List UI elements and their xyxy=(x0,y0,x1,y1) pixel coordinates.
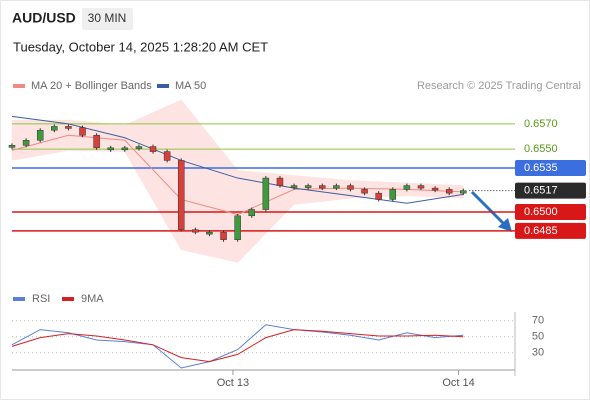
level-label: 0.6550 xyxy=(524,143,558,155)
interval: 30 MIN xyxy=(88,11,127,25)
y-tick-label: 30 xyxy=(532,347,544,359)
level-label: 0.6535 xyxy=(524,162,558,174)
legend-label: MA 20 + Bollinger Bands xyxy=(31,80,152,92)
x-tick-label: Oct 14 xyxy=(442,377,474,389)
candle xyxy=(22,140,30,146)
candle xyxy=(290,185,298,188)
candle xyxy=(107,147,114,151)
candle xyxy=(276,177,284,186)
candle xyxy=(149,146,157,152)
candle xyxy=(460,190,467,194)
level-label: 0.6500 xyxy=(524,206,558,218)
rsi-line xyxy=(11,324,464,369)
level-label: 0.6570 xyxy=(524,118,558,130)
y-tick-label: 70 xyxy=(532,315,544,327)
candle xyxy=(319,185,326,189)
interval-box xyxy=(82,8,133,30)
candle xyxy=(163,151,171,161)
candle xyxy=(8,145,16,148)
y-tick-label: 50 xyxy=(532,331,544,343)
legend-swatch xyxy=(62,297,74,301)
candle xyxy=(262,177,270,210)
candle xyxy=(333,185,340,189)
candle xyxy=(375,192,382,200)
x-tick-label: Oct 13 xyxy=(217,377,249,389)
candle xyxy=(347,185,354,190)
candle xyxy=(403,185,411,190)
legend-swatch xyxy=(13,84,25,88)
level-label: 0.6517 xyxy=(524,185,558,197)
candle xyxy=(51,126,58,131)
timestamp: Tuesday, October 14, 2025 1:28:20 AM CET xyxy=(13,39,268,54)
legend-swatch xyxy=(13,297,25,301)
candle xyxy=(445,189,453,194)
legend-label: 9MA xyxy=(81,293,104,305)
candle xyxy=(65,126,72,129)
level-box xyxy=(515,222,586,239)
forecast-arrowhead xyxy=(498,218,512,232)
candle xyxy=(431,187,439,191)
candle xyxy=(135,146,143,149)
candle xyxy=(220,231,227,240)
candle xyxy=(304,185,312,188)
forecast-arrow xyxy=(470,190,508,228)
candle xyxy=(248,209,255,217)
rsi-line xyxy=(11,329,464,363)
candle xyxy=(389,189,397,200)
level-label: 0.6485 xyxy=(524,225,558,237)
attribution: Research © 2025 Trading Central xyxy=(417,80,581,92)
level-box xyxy=(515,204,586,221)
ma-line xyxy=(11,115,464,204)
candle xyxy=(36,129,44,141)
candle xyxy=(79,127,86,136)
candle xyxy=(121,147,129,151)
candle xyxy=(177,160,185,230)
level-box xyxy=(515,182,586,199)
legend-swatch xyxy=(157,84,169,88)
legend-label: RSI xyxy=(32,293,50,305)
legend-label: MA 50 xyxy=(175,80,206,92)
candle xyxy=(361,189,368,194)
candle xyxy=(206,231,213,235)
candle xyxy=(192,229,199,233)
symbol: AUD/USD xyxy=(12,10,76,26)
candle xyxy=(417,185,425,189)
candle xyxy=(93,134,100,149)
candle xyxy=(234,215,241,240)
level-box xyxy=(515,159,586,176)
